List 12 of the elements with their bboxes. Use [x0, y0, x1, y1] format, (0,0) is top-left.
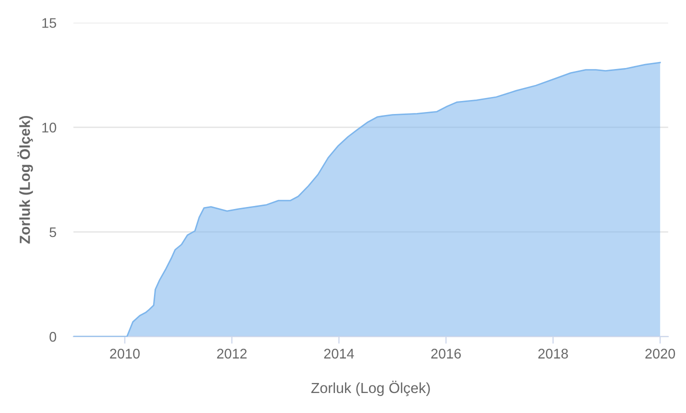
y-tick-label: 15	[42, 18, 56, 28]
y-tick-label: 5	[50, 227, 56, 238]
x-tick-label: 2014	[324, 348, 354, 359]
x-tick-label: 2010	[110, 348, 140, 359]
y-tick-label: 10	[42, 122, 56, 133]
y-tick-label: 0	[50, 332, 56, 342]
x-tick-label: 2020	[645, 348, 676, 359]
x-tick-label: 2016	[431, 348, 461, 359]
x-tick-label: 2018	[538, 348, 568, 359]
x-tick-label: 2012	[217, 348, 247, 359]
x-axis-title: Zorluk (Log Ölçek)	[311, 380, 430, 396]
y-axis-title: Zorluk (Log Ölçek)	[17, 116, 33, 244]
